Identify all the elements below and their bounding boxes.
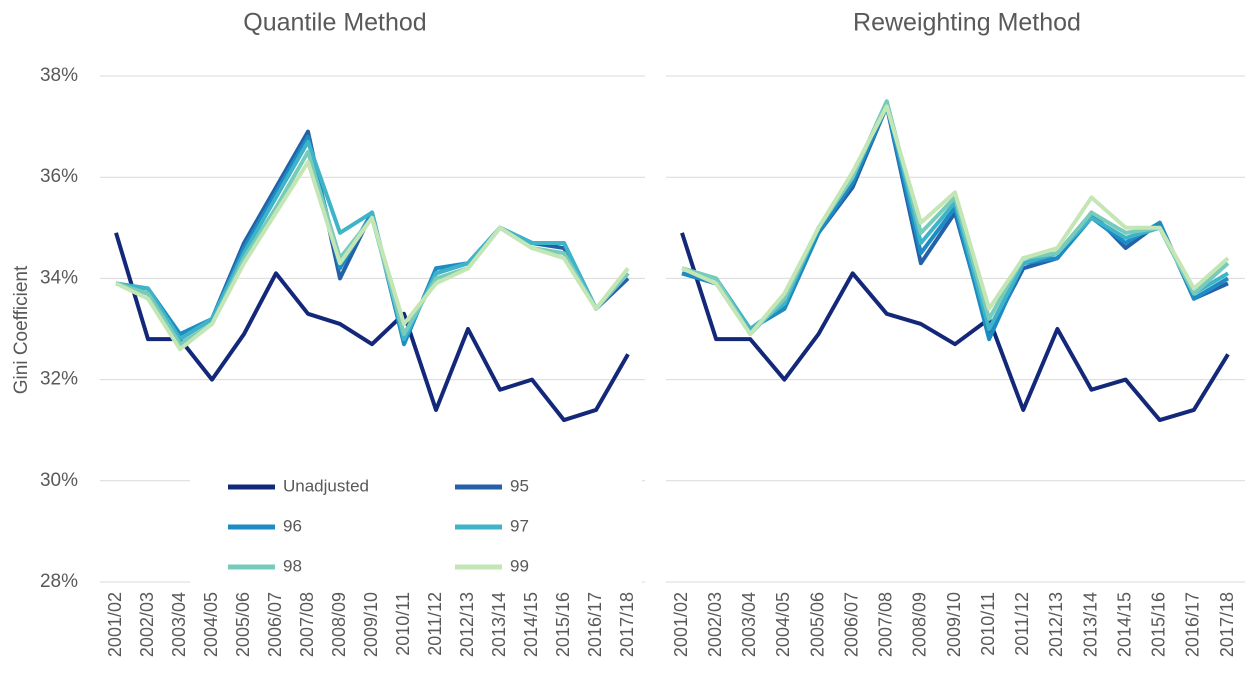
x-tick-label: 2013/14 [1080, 592, 1100, 657]
x-tick-label: 2001/02 [671, 592, 691, 657]
chart-title: Quantile Method [243, 9, 426, 37]
x-tick-label: 2016/17 [585, 592, 605, 657]
x-tick-label: 2006/07 [841, 592, 861, 657]
y-tick-label: 28% [40, 571, 78, 592]
legend-label: Unadjusted [283, 476, 369, 495]
y-tick-label: 32% [40, 369, 78, 390]
legend-label: 97 [510, 516, 529, 535]
x-tick-label: 2007/08 [297, 592, 317, 657]
y-tick-label: 34% [40, 267, 78, 288]
x-tick-label: 2004/05 [201, 592, 221, 657]
chart-title: Reweighting Method [853, 9, 1081, 37]
legend-label: 95 [510, 476, 529, 495]
x-tick-label: 2005/06 [233, 592, 253, 657]
series-line [114, 232, 630, 423]
x-tick-label: 2002/03 [705, 592, 725, 657]
x-tick-label: 2008/09 [329, 592, 349, 657]
x-tick-label: 2017/18 [1217, 592, 1237, 657]
x-tick-label: 2002/03 [137, 592, 157, 657]
x-tick-label: 2012/13 [1046, 592, 1066, 657]
series-line [115, 134, 630, 347]
x-tick-label: 2007/08 [876, 592, 896, 657]
x-tick-label: 2005/06 [807, 592, 827, 657]
series-line [115, 129, 630, 342]
x-tick-label: 2015/16 [553, 592, 573, 657]
x-tick-label: 2003/04 [169, 592, 189, 657]
x-tick-label: 2004/05 [773, 592, 793, 657]
series-line [681, 104, 1229, 337]
legend-label: 99 [510, 556, 529, 575]
x-tick-label: 2006/07 [265, 592, 285, 657]
x-tick-label: 2014/15 [1114, 592, 1134, 657]
x-tick-label: 2015/16 [1149, 592, 1169, 657]
x-tick-label: 2011/12 [1012, 592, 1032, 656]
x-tick-label: 2013/14 [489, 592, 509, 657]
y-tick-label: 30% [40, 470, 78, 491]
legend-label: 98 [283, 556, 302, 575]
x-tick-label: 2009/10 [944, 592, 964, 657]
x-tick-label: 2010/11 [393, 592, 413, 656]
series-line [681, 104, 1230, 337]
y-axis-label: Gini Coefficient [11, 265, 32, 394]
x-tick-label: 2008/09 [910, 592, 930, 657]
y-tick-label: 36% [40, 166, 78, 187]
legend-label: 96 [283, 516, 302, 535]
x-tick-label: 2016/17 [1183, 592, 1203, 657]
x-tick-label: 2017/18 [617, 592, 637, 657]
series-line [681, 104, 1230, 342]
x-tick-label: 2012/13 [457, 592, 477, 657]
y-tick-label: 38% [40, 65, 78, 86]
x-tick-label: 2001/02 [105, 592, 125, 657]
series-line [115, 139, 630, 342]
x-tick-label: 2003/04 [739, 592, 759, 657]
series-line [115, 160, 630, 352]
x-tick-label: 2009/10 [361, 592, 381, 657]
x-tick-label: 2014/15 [521, 592, 541, 657]
x-tick-label: 2010/11 [978, 592, 998, 656]
series-line [680, 232, 1230, 423]
x-tick-label: 2011/12 [425, 592, 445, 656]
